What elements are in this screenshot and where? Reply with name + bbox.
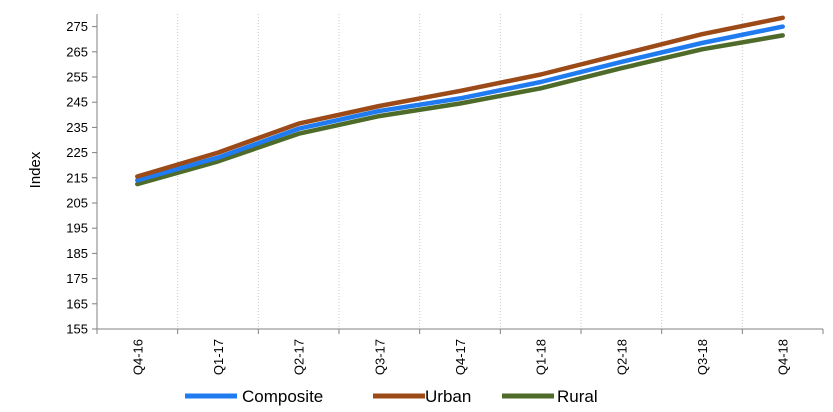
y-tick-label: 265 (66, 44, 88, 59)
y-tick-label: 225 (66, 145, 88, 160)
series-line-composite (135, 24, 785, 183)
y-tick-label: 205 (66, 196, 88, 211)
x-tick-label: Q3-18 (695, 339, 710, 375)
axes (96, 14, 823, 330)
y-tick-label: 155 (66, 322, 88, 337)
y-tick-label: 245 (66, 95, 88, 110)
y-tick-label: 165 (66, 296, 88, 311)
y-tick-label: 215 (66, 170, 88, 185)
y-tick-label: 235 (66, 120, 88, 135)
series-line-urban (135, 15, 785, 179)
x-tick-label: Q2-18 (614, 339, 629, 375)
y-tick-label: 255 (66, 70, 88, 85)
y-axis-title: Index (27, 151, 44, 188)
x-tick-label: Q2-17 (292, 339, 307, 375)
series-line-rural (135, 33, 785, 187)
y-tick-label: 275 (66, 19, 88, 34)
x-tick-label: Q4-16 (130, 339, 145, 375)
legend-label-composite: Composite (242, 387, 323, 406)
x-tick-label: Q4-18 (776, 339, 791, 375)
series-lines (135, 15, 785, 187)
legend-label-urban: Urban (425, 387, 471, 406)
y-tick-label: 185 (66, 246, 88, 261)
legend-label-rural: Rural (557, 387, 598, 406)
y-axis-ticks: 155 165 175 185 195 205 215 225 235 245 255 265 275 (66, 19, 97, 337)
x-axis-ticks: Q4-16 Q1-17 Q2-17 Q3-17 Q4-17 Q1-18 Q2-18 Q3-18… (96, 329, 824, 375)
legend: Composite Urban Rural (185, 387, 598, 406)
x-tick-label: Q3-17 (372, 339, 387, 375)
x-tick-label: Q1-18 (534, 339, 549, 375)
x-tick-label: Q1-17 (211, 339, 226, 375)
y-tick-label: 175 (66, 271, 88, 286)
y-tick-label: 195 (66, 221, 88, 236)
x-tick-label: Q4-17 (453, 339, 468, 375)
